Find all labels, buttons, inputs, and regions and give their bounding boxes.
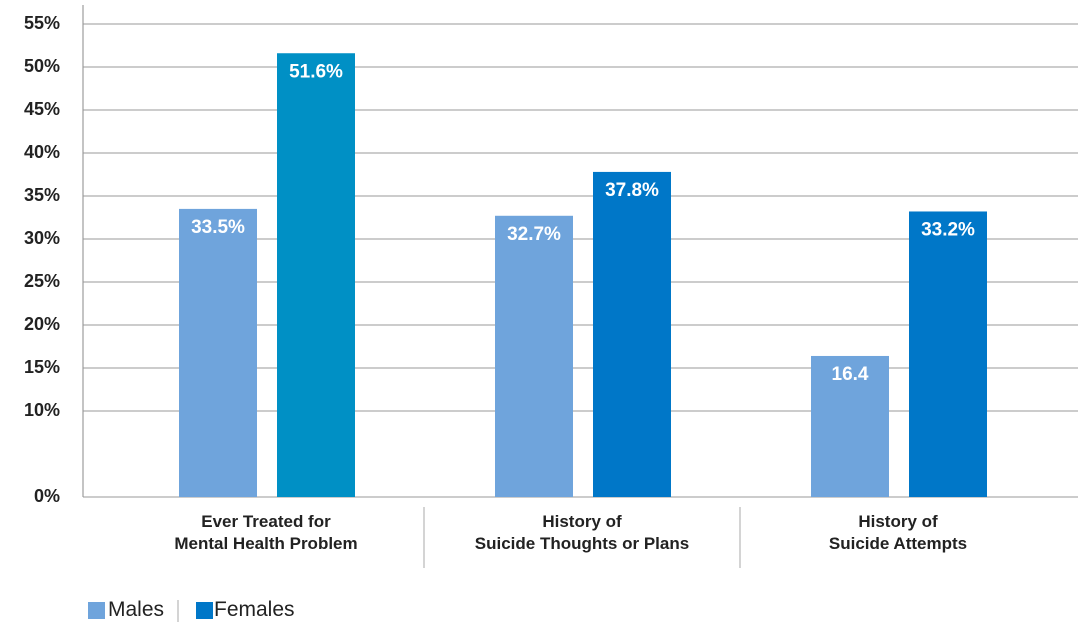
y-tick-label: 20% bbox=[24, 314, 60, 334]
legend-label: Females bbox=[214, 598, 295, 621]
y-tick-label: 0% bbox=[34, 486, 60, 506]
x-tick-label: History of Suicide Attempts bbox=[828, 512, 968, 553]
bar bbox=[179, 208, 257, 497]
x-tick-label: Ever Treated for Mental Health Problem bbox=[174, 512, 358, 553]
bar bbox=[811, 355, 889, 497]
bar bbox=[593, 171, 671, 498]
y-tick-label: 35% bbox=[24, 185, 60, 205]
y-tick-label: 30% bbox=[24, 228, 60, 248]
y-tick-label: 40% bbox=[24, 142, 60, 162]
value-label: 32.7% bbox=[507, 224, 561, 245]
y-tick-label: 15% bbox=[24, 357, 60, 377]
legend-swatch bbox=[88, 602, 105, 619]
y-tick-label: 25% bbox=[24, 271, 60, 291]
value-label: 33.5% bbox=[191, 217, 245, 238]
y-tick-label: 55% bbox=[24, 13, 60, 33]
legend-swatch bbox=[196, 602, 213, 619]
y-tick-label: 10% bbox=[24, 400, 60, 420]
value-label: 33.2% bbox=[921, 219, 975, 240]
y-tick-label: 45% bbox=[24, 99, 60, 119]
y-tick-label: 50% bbox=[24, 56, 60, 76]
bar bbox=[495, 215, 573, 497]
x-tick-label: History of Suicide Thoughts or Plans bbox=[474, 512, 690, 553]
bar bbox=[909, 211, 987, 498]
value-label: 51.6% bbox=[289, 61, 343, 82]
value-label: 37.8% bbox=[605, 180, 659, 201]
value-label: 16.4 bbox=[832, 364, 869, 385]
legend-label: Males bbox=[108, 598, 165, 621]
bar bbox=[277, 53, 355, 498]
